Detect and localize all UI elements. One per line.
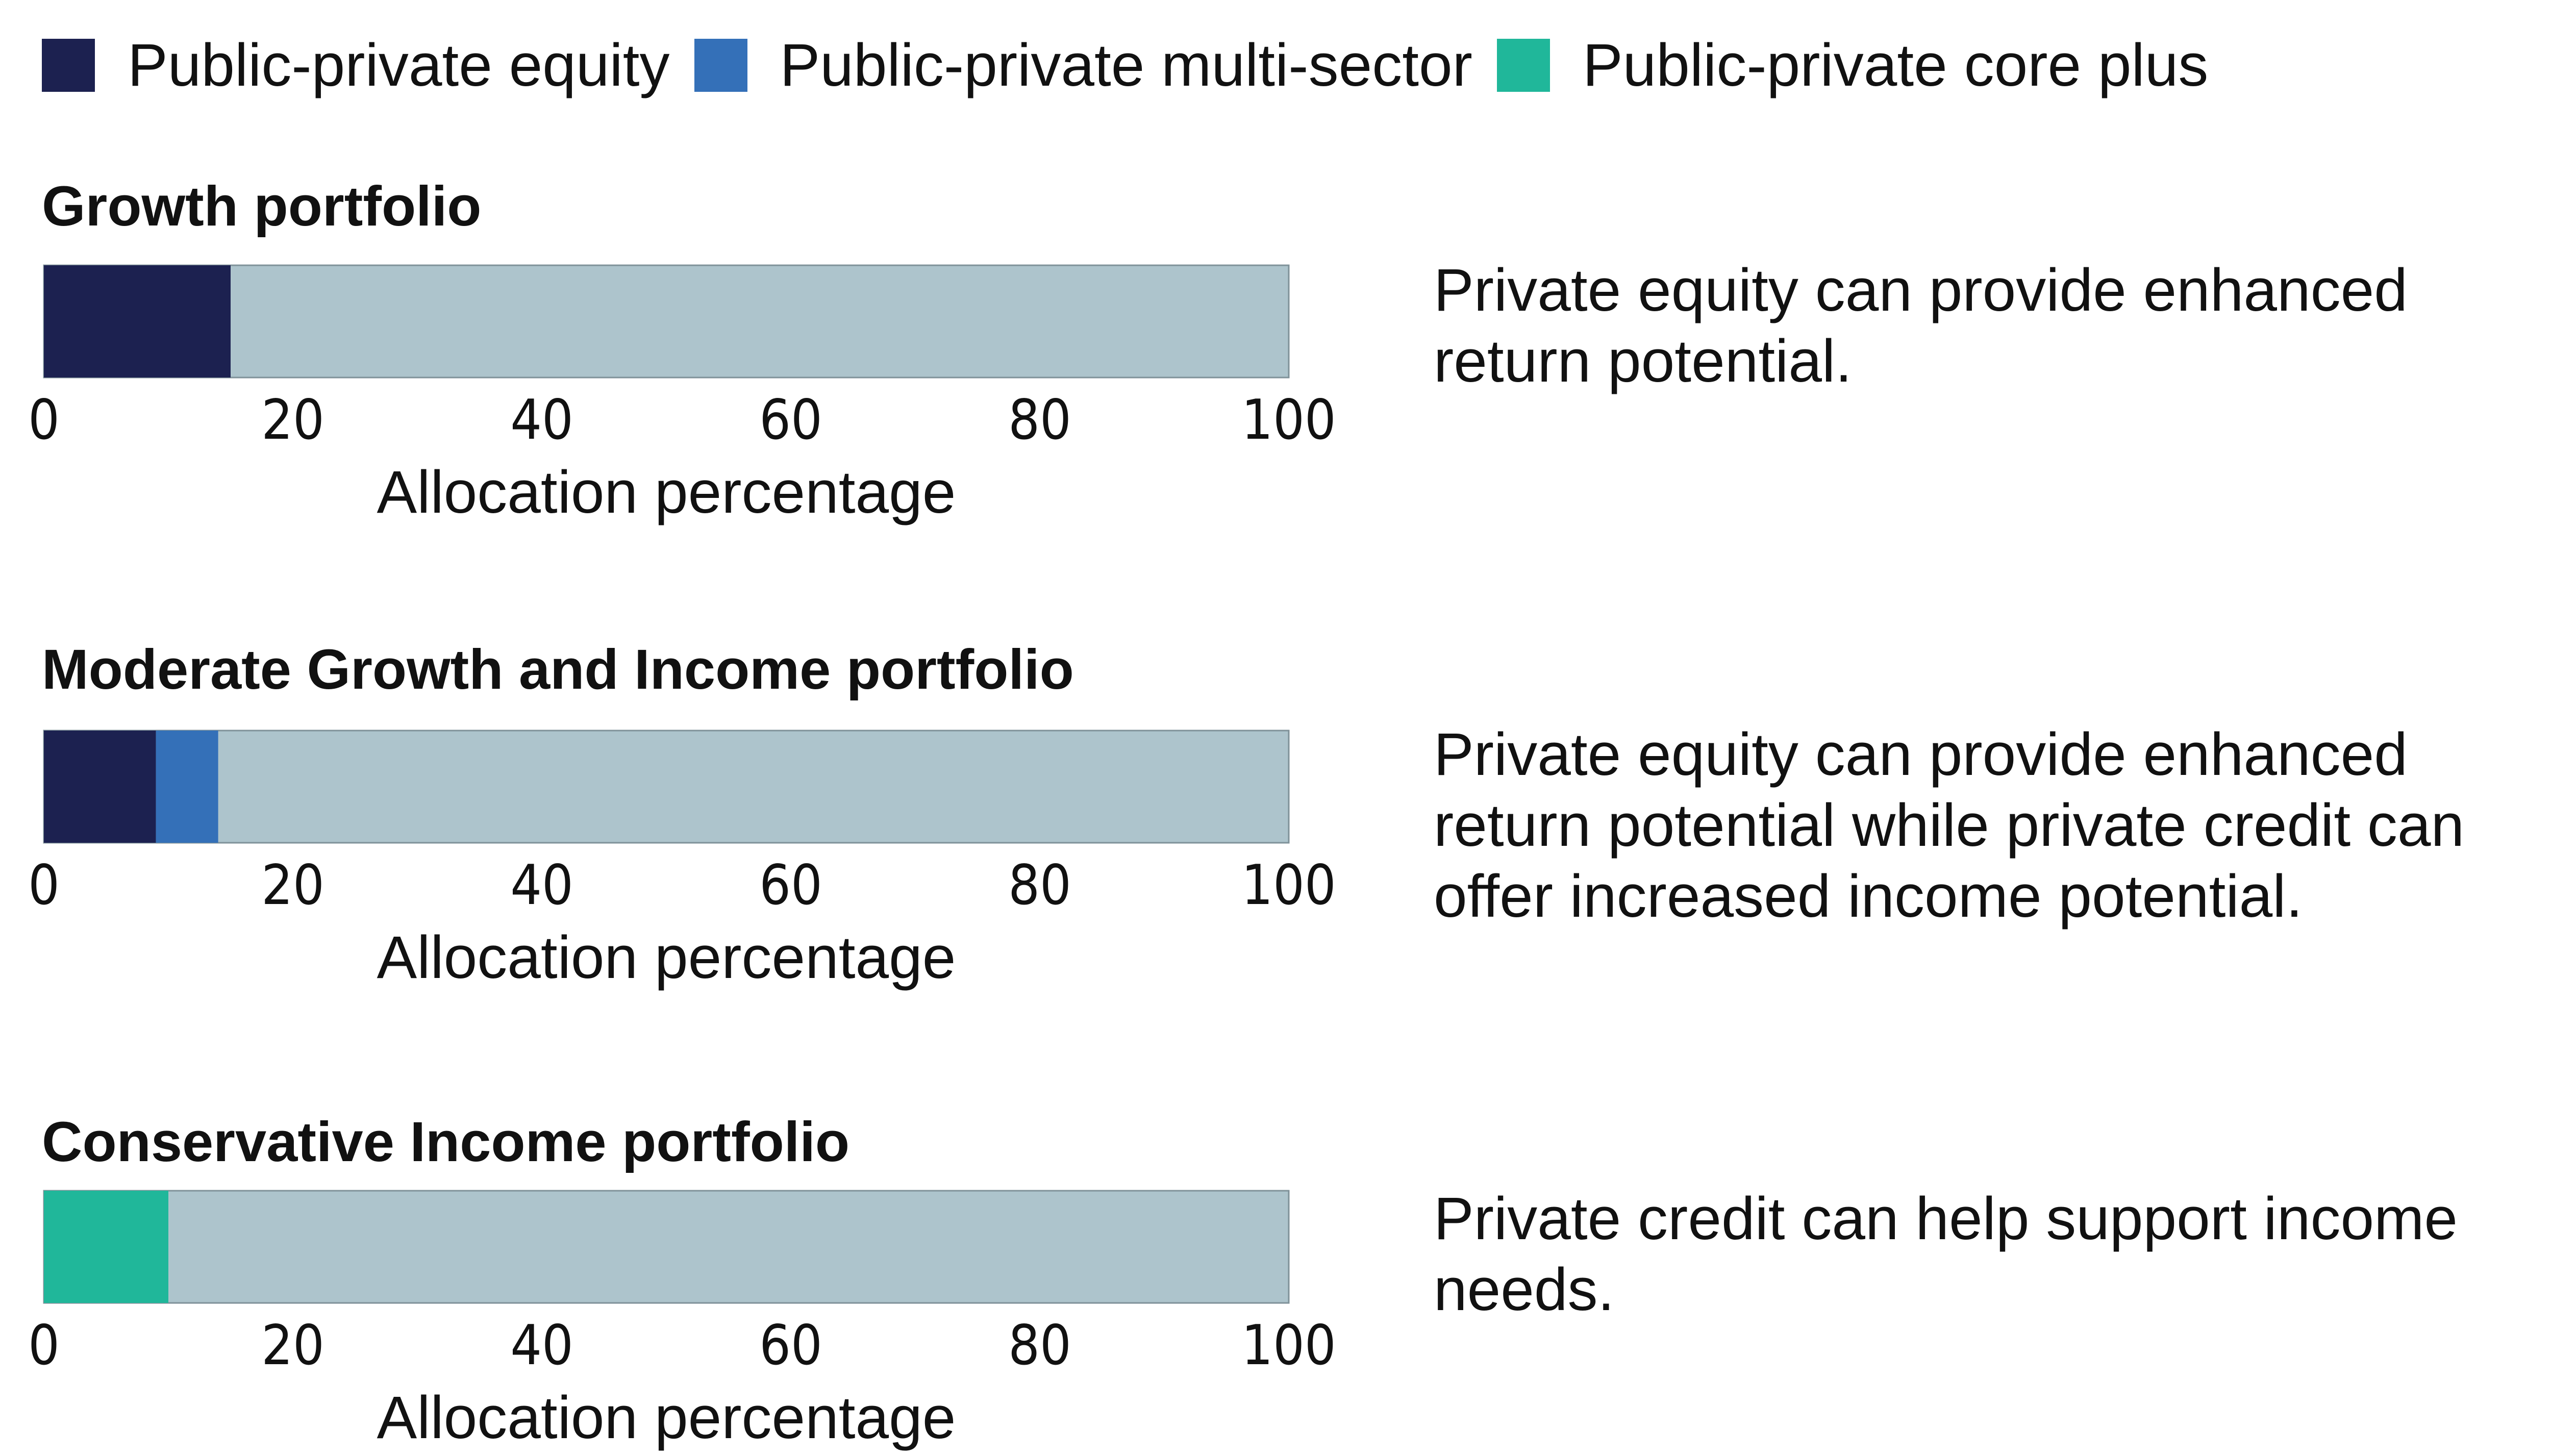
x-tick-label: 20 xyxy=(261,388,324,452)
bar-background xyxy=(43,1190,1290,1304)
x-tick-label: 0 xyxy=(28,388,60,452)
bar-segment-public-private-multi-sector xyxy=(156,731,218,843)
note-conservative: Private credit can help support income n… xyxy=(1434,1185,2458,1324)
note-growth: Private equity can provide enhanced retu… xyxy=(1434,257,2408,395)
x-tick-label: 0 xyxy=(28,1314,60,1377)
legend-label-multi-sector: Public-private multi-sector xyxy=(780,32,1472,99)
bar-segment-public-private-equity xyxy=(44,731,156,843)
x-tick-label: 40 xyxy=(510,388,573,452)
x-tick-label: 60 xyxy=(759,388,822,452)
x-tick-label: 40 xyxy=(510,1314,573,1377)
legend-swatch-multi-sector xyxy=(694,39,747,92)
bar-chart-growth: 0 20 40 60 80 100 Allocation percentage xyxy=(28,264,1336,526)
bar-chart-conservative: 0 20 40 60 80 100 Allocation percentage xyxy=(28,1190,1336,1451)
bar-chart-moderate: 0 20 40 60 80 100 Allocation percentage xyxy=(28,730,1336,991)
x-axis-title: Allocation percentage xyxy=(377,924,956,991)
bar-segment-public-private-core-plus xyxy=(44,1191,168,1303)
x-tick-label: 100 xyxy=(1241,388,1336,452)
x-axis-title: Allocation percentage xyxy=(377,459,956,526)
x-tick-label: 20 xyxy=(261,853,324,917)
x-tick-label: 80 xyxy=(1008,388,1071,452)
legend-swatch-equity xyxy=(42,39,95,92)
note-moderate: Private equity can provide enhanced retu… xyxy=(1434,721,2465,931)
bar-background xyxy=(43,730,1290,844)
bar-background xyxy=(43,264,1290,379)
x-tick-label: 80 xyxy=(1008,853,1071,917)
legend-item-core-plus: Public-private core plus xyxy=(1496,31,2209,100)
legend-swatch-core-plus xyxy=(1496,39,1550,92)
x-tick-label: 60 xyxy=(759,853,822,917)
x-tick-label: 100 xyxy=(1241,1314,1336,1377)
x-tick-label: 80 xyxy=(1008,1314,1071,1377)
x-tick-label: 40 xyxy=(510,853,573,917)
chart-legend: Public-private equity Public-private mul… xyxy=(42,30,2233,101)
legend-item-equity: Public-private equity xyxy=(42,31,670,100)
legend-label-core-plus: Public-private core plus xyxy=(1582,32,2209,99)
x-tick-label: 20 xyxy=(261,1314,324,1377)
legend-label-equity: Public-private equity xyxy=(128,32,670,99)
x-axis-title: Allocation percentage xyxy=(377,1384,956,1451)
panel-title-growth: Growth portfolio xyxy=(42,175,482,238)
bar-segment-public-private-equity xyxy=(44,265,231,378)
panel-title-moderate: Moderate Growth and Income portfolio xyxy=(42,638,1074,701)
x-tick-label: 60 xyxy=(759,1314,822,1377)
panel-title-conservative: Conservative Income portfolio xyxy=(42,1111,850,1173)
x-tick-label: 0 xyxy=(28,853,60,917)
legend-item-multi-sector: Public-private multi-sector xyxy=(694,31,1472,100)
x-tick-label: 100 xyxy=(1241,853,1336,917)
